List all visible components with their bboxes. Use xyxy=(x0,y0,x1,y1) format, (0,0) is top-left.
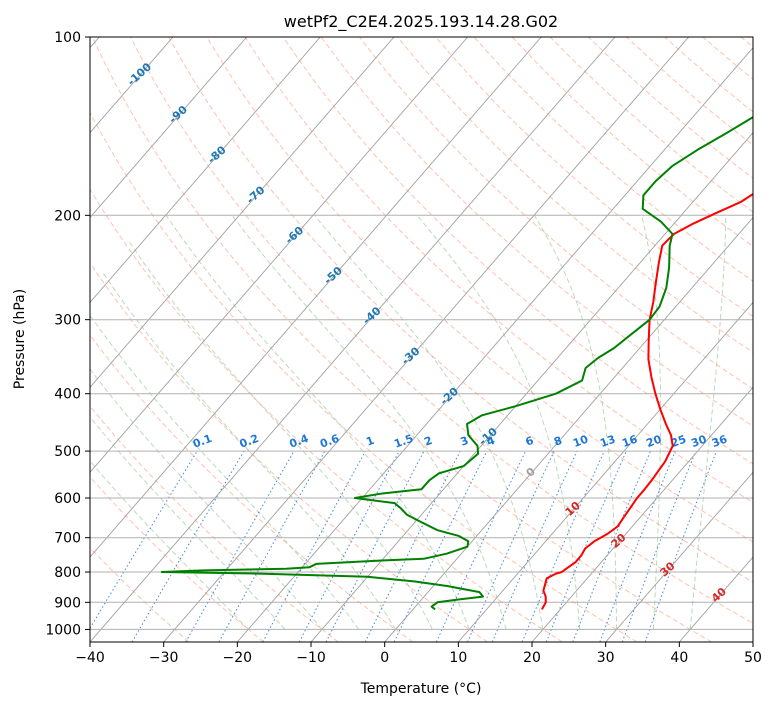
mixing-ratio-line xyxy=(262,450,366,642)
mixing-ratio-label: 36 xyxy=(710,432,729,450)
temperature-line xyxy=(541,192,753,610)
moist-adiabat xyxy=(165,215,470,630)
mixing-ratio-label: 25 xyxy=(669,433,688,450)
mixing-ratio-line xyxy=(644,450,718,642)
mixing-ratio-label: 1 xyxy=(364,434,376,449)
y-tick-label: 300 xyxy=(54,313,81,329)
isotherm xyxy=(90,37,321,304)
mixing-ratio-label: 16 xyxy=(620,432,639,450)
moist-adiabat xyxy=(90,416,286,630)
mixing-ratio-line xyxy=(364,450,461,642)
mixing-ratio-line xyxy=(218,450,326,642)
isotherms xyxy=(90,37,753,642)
isotherm xyxy=(90,37,616,642)
sounding-traces xyxy=(160,115,753,611)
isotherm xyxy=(310,131,753,642)
mixing-ratio-line xyxy=(572,450,652,642)
mixing-ratio-label: 3 xyxy=(459,434,471,449)
mixing-ratio-label: 1.5 xyxy=(392,432,415,451)
y-tick-label: 800 xyxy=(54,565,81,581)
y-tick-label: 700 xyxy=(54,531,81,547)
mixing-ratio-label: 4 xyxy=(485,434,497,449)
dry-adiabat xyxy=(435,37,753,318)
dry-adiabat xyxy=(206,37,753,543)
mixing-ratio-label: 0.4 xyxy=(288,432,311,451)
isotherm xyxy=(90,37,542,558)
isotherm xyxy=(163,37,690,642)
mixing-ratio-line xyxy=(90,450,198,630)
dewpoint-line xyxy=(160,115,753,611)
mixing-ratio-line xyxy=(521,450,605,642)
mixing-ratio-label: 0.2 xyxy=(238,432,261,451)
y-tick-label: 100 xyxy=(54,30,81,46)
isotherm xyxy=(605,471,753,642)
dry-adiabat xyxy=(91,37,712,642)
x-tick-label: 10 xyxy=(449,650,467,666)
x-tick-label: −40 xyxy=(75,650,105,666)
dry-adiabat xyxy=(359,37,753,390)
isotherm xyxy=(752,641,753,642)
mixing-ratio-label: 30 xyxy=(689,432,708,450)
plot-frame xyxy=(89,36,754,643)
x-tick-label: 50 xyxy=(744,650,762,666)
mixing-ratio-label: 10 xyxy=(571,432,590,450)
mixing-ratio-label: 13 xyxy=(598,433,617,450)
mixing-ratio-line xyxy=(599,450,676,642)
moist-adiabat xyxy=(127,239,433,630)
mixing-ratio-label: 0.6 xyxy=(318,432,341,451)
dry-adiabat xyxy=(90,405,339,642)
dry-adiabat xyxy=(90,476,264,642)
dry-adiabat xyxy=(320,37,753,427)
mixing-ratio-label: 0.1 xyxy=(191,432,214,451)
isotherm xyxy=(531,386,753,642)
y-axis-label: Pressure (hPa) xyxy=(12,289,28,389)
x-tick-label: 30 xyxy=(597,650,615,666)
mixing-ratio-line xyxy=(621,450,697,642)
isotherm xyxy=(90,37,469,473)
isotherm xyxy=(236,47,753,642)
y-tick-label: 200 xyxy=(54,208,81,224)
isotherm xyxy=(90,37,248,219)
isotherm xyxy=(384,216,753,642)
x-tick-label: −20 xyxy=(223,650,253,666)
mixing-ratio-label: 2 xyxy=(422,434,434,449)
mixing-ratio-line xyxy=(185,450,295,642)
mixing-ratio-label: 20 xyxy=(644,432,663,450)
x-axis-label: Temperature (°C) xyxy=(360,681,482,697)
y-tick-label: 900 xyxy=(54,595,81,611)
x-tick-label: 0 xyxy=(380,650,389,666)
isotherm xyxy=(457,301,753,642)
y-tick-label: 600 xyxy=(54,491,81,507)
mixing-ratio-label: 6 xyxy=(524,434,536,449)
dry-adiabat xyxy=(168,37,753,583)
dry-adiabat xyxy=(130,37,753,624)
y-tick-label: 400 xyxy=(54,387,81,403)
chart-title: wetPf2_C2E4.2025.193.14.28.G02 xyxy=(284,12,558,32)
y-tick-label: 1000 xyxy=(45,622,81,638)
x-axis-ticks: −40 −30 −20 −10 0 10 20 30 40 50 xyxy=(75,642,762,666)
plot-area: 0.1 0.2 0.4 0.6 1 1.5 2 3 4 6 8 10 13 16 20 25 30 36-100-… xyxy=(90,37,753,642)
y-tick-label: 500 xyxy=(54,444,81,460)
pressure-gridlines xyxy=(90,37,753,630)
moist-adiabat xyxy=(231,214,507,630)
dry-adiabat xyxy=(90,262,488,642)
mixing-ratio-line xyxy=(545,450,627,642)
moist-adiabat xyxy=(90,368,323,630)
mixing-ratio-line xyxy=(467,450,555,642)
moist-adiabat xyxy=(102,272,397,630)
isotherm xyxy=(90,37,395,389)
dry-adiabat xyxy=(90,111,638,642)
dry-adiabats xyxy=(90,37,753,642)
mixing-ratio-label: 8 xyxy=(552,434,564,449)
x-tick-label: −30 xyxy=(149,650,179,666)
x-tick-label: −10 xyxy=(296,650,326,666)
x-tick-label: 40 xyxy=(670,650,688,666)
y-axis-ticks: 100 200 300 400 500 600 700 800 900 1000 xyxy=(45,30,90,638)
x-tick-label: 20 xyxy=(523,650,541,666)
dry-adiabat xyxy=(244,37,753,504)
dry-adiabat xyxy=(90,188,563,642)
